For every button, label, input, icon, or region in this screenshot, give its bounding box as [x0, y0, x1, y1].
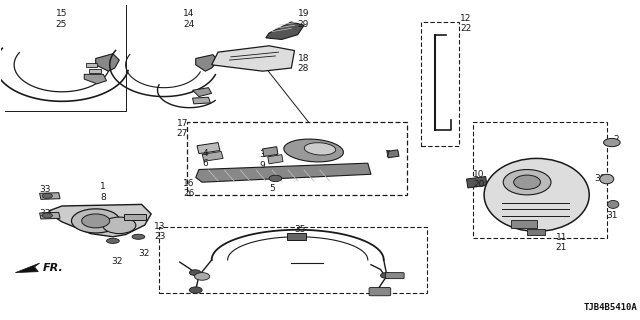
Text: 32: 32 [138, 249, 150, 258]
Bar [287, 233, 306, 240]
Text: 18
28: 18 28 [298, 54, 309, 73]
Circle shape [269, 175, 282, 181]
Bar [527, 229, 545, 235]
Polygon shape [49, 204, 151, 237]
Polygon shape [467, 177, 487, 188]
Polygon shape [96, 54, 119, 71]
Circle shape [72, 209, 120, 233]
Bar [420, 22, 459, 146]
Text: 19
29: 19 29 [298, 9, 309, 29]
Polygon shape [193, 88, 212, 97]
Text: 30: 30 [594, 174, 605, 183]
Text: 1
8: 1 8 [100, 182, 106, 202]
Text: 16
26: 16 26 [183, 179, 195, 198]
Circle shape [42, 213, 52, 218]
Ellipse shape [503, 170, 551, 195]
Polygon shape [40, 193, 60, 199]
Ellipse shape [106, 238, 119, 244]
Circle shape [42, 193, 52, 198]
Text: 33: 33 [40, 185, 51, 194]
Text: 32: 32 [111, 257, 122, 266]
Polygon shape [196, 163, 371, 182]
Circle shape [82, 214, 109, 228]
Bar [86, 63, 97, 68]
Circle shape [102, 217, 136, 234]
Bar [124, 214, 146, 220]
Ellipse shape [304, 143, 336, 155]
Ellipse shape [484, 158, 589, 231]
Text: 11
21: 11 21 [556, 233, 567, 252]
Polygon shape [202, 151, 223, 161]
Text: 4
6: 4 6 [202, 149, 208, 168]
Bar [511, 220, 537, 228]
Text: 31: 31 [607, 211, 618, 220]
Text: 12
22: 12 22 [460, 14, 472, 34]
Bar [159, 227, 427, 293]
Ellipse shape [600, 174, 614, 184]
Text: 2: 2 [613, 135, 619, 144]
Polygon shape [212, 46, 294, 71]
Bar [188, 122, 407, 195]
FancyBboxPatch shape [386, 273, 404, 279]
Polygon shape [84, 74, 106, 84]
Text: 35: 35 [294, 225, 306, 234]
Polygon shape [268, 155, 283, 164]
Polygon shape [40, 212, 60, 219]
Text: 33: 33 [40, 209, 51, 218]
Polygon shape [15, 263, 40, 273]
Circle shape [189, 270, 201, 276]
Circle shape [381, 273, 392, 278]
Polygon shape [197, 142, 220, 154]
Ellipse shape [132, 234, 145, 239]
Ellipse shape [514, 175, 540, 189]
Text: FR.: FR. [43, 263, 63, 274]
Text: 5: 5 [269, 184, 275, 193]
Ellipse shape [607, 200, 619, 208]
Bar [473, 122, 607, 238]
Polygon shape [266, 22, 304, 39]
Text: 10
20: 10 20 [473, 170, 484, 189]
FancyBboxPatch shape [369, 288, 391, 296]
Polygon shape [193, 97, 211, 104]
Polygon shape [262, 147, 278, 156]
Polygon shape [387, 150, 399, 158]
Text: TJB4B5410A: TJB4B5410A [584, 303, 637, 312]
Circle shape [604, 139, 620, 147]
Circle shape [195, 273, 210, 280]
Polygon shape [196, 55, 218, 71]
Text: 17
27: 17 27 [177, 119, 188, 138]
Text: 14
24: 14 24 [183, 9, 195, 29]
Text: 15
25: 15 25 [56, 9, 67, 29]
Ellipse shape [284, 139, 344, 162]
Text: 13
23: 13 23 [154, 222, 166, 241]
Circle shape [189, 287, 202, 293]
Text: 3
9: 3 9 [259, 150, 265, 170]
Bar [90, 69, 100, 73]
Text: 7: 7 [384, 150, 390, 159]
